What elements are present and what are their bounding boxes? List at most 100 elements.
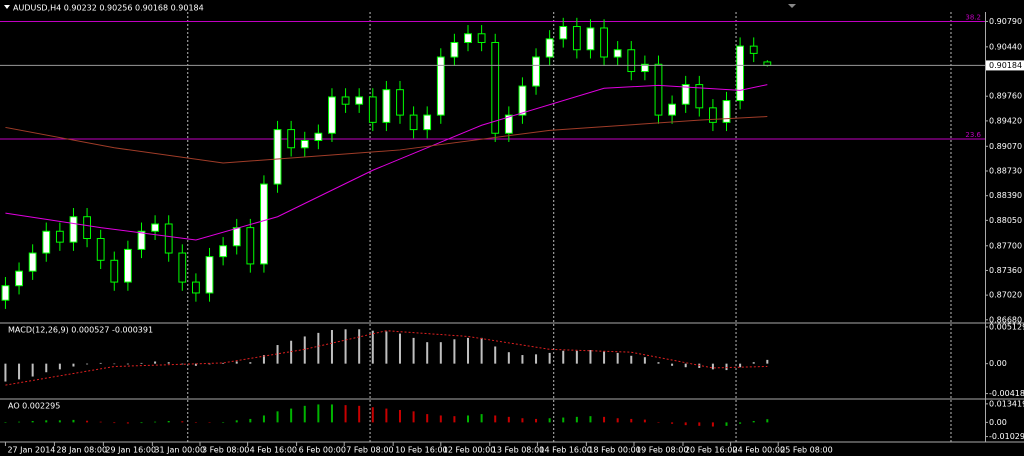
candle-body: [477, 33, 486, 43]
x-tick-label: 6 Feb 00:00: [299, 446, 346, 455]
y-tick-label: 0.87360: [989, 266, 1022, 275]
histogram-bar: [711, 422, 714, 427]
histogram-bar: [507, 416, 510, 423]
x-tick-label: 7 Feb 08:00: [346, 446, 393, 455]
histogram-bar: [126, 363, 129, 365]
histogram-bar: [208, 363, 211, 365]
candle-body: [654, 63, 663, 116]
histogram-bar: [453, 416, 456, 423]
x-tick-label: 10 Feb 16:00: [395, 446, 447, 455]
histogram-bar: [575, 416, 578, 423]
x-tick-label: 19 Feb 08:00: [636, 446, 688, 455]
candle-body: [355, 96, 364, 105]
histogram-bar: [603, 351, 606, 364]
histogram-bar: [657, 362, 660, 364]
histogram-bar: [344, 405, 347, 423]
y-tick-label: 0.88050: [989, 216, 1022, 225]
last-price-label: 0.90184: [989, 61, 1022, 70]
histogram-bar: [58, 363, 61, 370]
histogram-bar: [385, 408, 388, 423]
x-tick-label: 14 Feb 16:00: [539, 446, 591, 455]
candle-body: [28, 252, 37, 272]
histogram-bar: [467, 415, 470, 423]
fibo-label: 23.6: [965, 131, 981, 139]
candle-body: [613, 49, 622, 58]
histogram-bar: [303, 405, 306, 423]
histogram-bar: [113, 363, 116, 365]
x-tick-label: 29 Jan 16:00: [105, 446, 156, 455]
histogram-bar: [766, 359, 769, 364]
candle-body: [341, 96, 350, 105]
signal-line: [5, 330, 768, 386]
histogram-bar: [276, 411, 279, 423]
histogram-bar: [562, 417, 565, 423]
histogram-bar: [684, 363, 687, 368]
histogram-bar: [4, 422, 7, 423]
histogram-bar: [126, 422, 129, 424]
moving-average: [5, 84, 768, 241]
histogram-bar: [222, 422, 225, 423]
candle-body: [232, 227, 241, 247]
histogram-bar: [31, 363, 34, 377]
histogram-bar: [616, 418, 619, 423]
histogram-bar: [480, 337, 483, 364]
histogram-bar: [752, 421, 755, 423]
histogram-bar: [140, 362, 143, 364]
histogram-bar: [249, 418, 252, 423]
candle-body: [164, 223, 173, 254]
ao-title: AO 0.002295: [8, 402, 60, 411]
moving-average: [5, 116, 768, 164]
histogram-bar: [603, 416, 606, 423]
histogram-bar: [154, 361, 157, 364]
histogram-bar: [480, 414, 483, 423]
histogram-bar: [521, 355, 524, 364]
histogram-bar: [249, 362, 252, 364]
y-tick-label: 0.00: [989, 418, 1007, 427]
y-tick-label: 0.87700: [989, 241, 1022, 250]
histogram-bar: [72, 419, 75, 423]
y-tick-label: 0.89760: [989, 92, 1022, 101]
histogram-bar: [358, 329, 361, 364]
histogram-bar: [739, 422, 742, 424]
macd-title: MACD(12,26,9) 0.000527 -0.000391: [8, 326, 153, 335]
histogram-bar: [412, 411, 415, 423]
histogram-bar: [589, 416, 592, 423]
candle-body: [749, 45, 758, 54]
histogram-bar: [290, 408, 293, 423]
histogram-bar: [31, 421, 34, 423]
candle-body: [532, 56, 540, 87]
y-tick-label: -0.01029: [989, 432, 1024, 441]
candle-body: [668, 103, 676, 116]
y-tick-label: 0.00: [989, 359, 1007, 368]
histogram-bar: [671, 422, 674, 424]
histogram-bar: [439, 342, 442, 364]
histogram-bar: [766, 419, 769, 423]
histogram-bar: [358, 405, 361, 423]
histogram-bar: [140, 422, 143, 424]
candle-body: [328, 96, 336, 134]
candle-body: [69, 216, 78, 243]
histogram-bar: [194, 363, 197, 366]
candle-body: [83, 216, 91, 240]
histogram-bar: [467, 337, 470, 364]
y-tick-label: 0.88730: [989, 166, 1022, 175]
x-tick-label: 24 Feb 00:00: [733, 446, 785, 455]
histogram-bar: [535, 354, 538, 364]
histogram-bar: [398, 409, 401, 423]
histogram-bar: [385, 331, 388, 364]
histogram-bar: [86, 363, 89, 365]
candle-body: [42, 230, 51, 254]
x-tick-label: 27 Jan 2014: [7, 446, 55, 455]
histogram-bar: [181, 421, 184, 423]
candle-body: [708, 107, 717, 123]
histogram-bar: [521, 418, 524, 423]
candle-body: [96, 238, 105, 261]
menu-icon[interactable]: [4, 5, 10, 9]
histogram-bar: [154, 421, 157, 423]
histogram-bar: [562, 350, 565, 364]
candle-body: [219, 245, 228, 258]
histogram-bar: [725, 422, 728, 426]
histogram-bar: [290, 340, 293, 364]
candle-body: [627, 49, 636, 73]
